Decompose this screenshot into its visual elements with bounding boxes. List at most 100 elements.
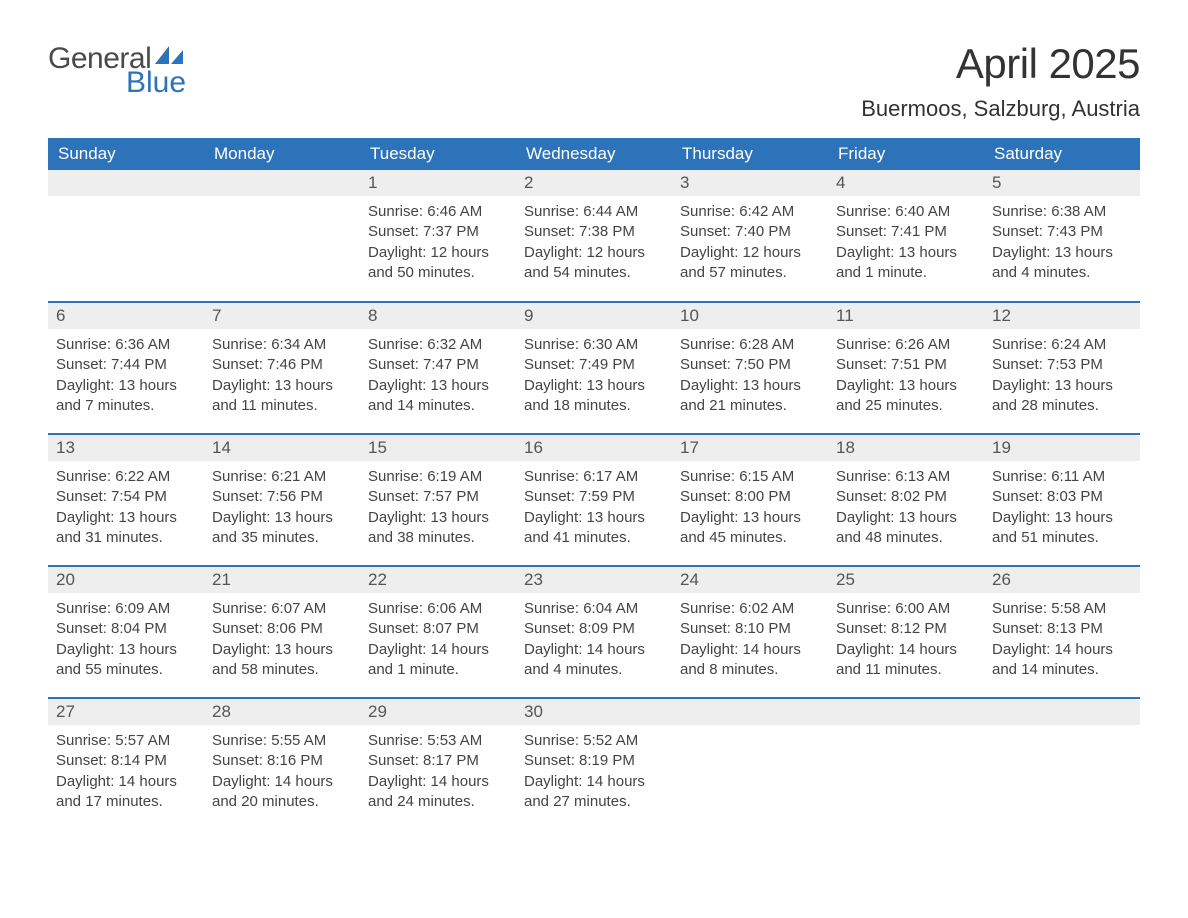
day-data: Sunrise: 6:17 AMSunset: 7:59 PMDaylight:… — [516, 461, 672, 556]
daylight-text: Daylight: 13 hours and 35 minutes. — [212, 508, 352, 549]
day-cell: 16Sunrise: 6:17 AMSunset: 7:59 PMDayligh… — [516, 434, 672, 566]
sunset-text: Sunset: 8:06 PM — [212, 619, 352, 639]
daylight-text: Daylight: 13 hours and 51 minutes. — [992, 508, 1132, 549]
day-data: Sunrise: 6:22 AMSunset: 7:54 PMDaylight:… — [48, 461, 204, 556]
sunrise-text: Sunrise: 5:55 AM — [212, 731, 352, 751]
daylight-text: Daylight: 14 hours and 4 minutes. — [524, 640, 664, 681]
daylight-text: Daylight: 14 hours and 20 minutes. — [212, 772, 352, 813]
daylight-text: Daylight: 13 hours and 18 minutes. — [524, 376, 664, 417]
day-data: Sunrise: 5:55 AMSunset: 8:16 PMDaylight:… — [204, 725, 360, 820]
day-cell: 10Sunrise: 6:28 AMSunset: 7:50 PMDayligh… — [672, 302, 828, 434]
week-row: 6Sunrise: 6:36 AMSunset: 7:44 PMDaylight… — [48, 302, 1140, 434]
day-number: 23 — [516, 567, 672, 593]
day-data: Sunrise: 6:44 AMSunset: 7:38 PMDaylight:… — [516, 196, 672, 291]
daylight-text: Daylight: 12 hours and 57 minutes. — [680, 243, 820, 284]
sunset-text: Sunset: 7:51 PM — [836, 355, 976, 375]
day-data: Sunrise: 6:32 AMSunset: 7:47 PMDaylight:… — [360, 329, 516, 424]
day-cell: 1Sunrise: 6:46 AMSunset: 7:37 PMDaylight… — [360, 170, 516, 302]
day-data: Sunrise: 5:53 AMSunset: 8:17 PMDaylight:… — [360, 725, 516, 820]
sunrise-text: Sunrise: 6:06 AM — [368, 599, 508, 619]
day-number — [672, 699, 828, 725]
sunrise-text: Sunrise: 6:24 AM — [992, 335, 1132, 355]
day-data: Sunrise: 6:30 AMSunset: 7:49 PMDaylight:… — [516, 329, 672, 424]
day-number: 2 — [516, 170, 672, 196]
sunrise-text: Sunrise: 6:38 AM — [992, 202, 1132, 222]
day-number: 19 — [984, 435, 1140, 461]
day-data: Sunrise: 6:42 AMSunset: 7:40 PMDaylight:… — [672, 196, 828, 291]
day-number — [48, 170, 204, 196]
day-number: 25 — [828, 567, 984, 593]
day-header-monday: Monday — [204, 138, 360, 170]
sunset-text: Sunset: 8:04 PM — [56, 619, 196, 639]
calendar-table: Sunday Monday Tuesday Wednesday Thursday… — [48, 138, 1140, 830]
day-data: Sunrise: 6:46 AMSunset: 7:37 PMDaylight:… — [360, 196, 516, 291]
day-number: 12 — [984, 303, 1140, 329]
daylight-text: Daylight: 13 hours and 48 minutes. — [836, 508, 976, 549]
sunset-text: Sunset: 8:19 PM — [524, 751, 664, 771]
day-cell: 25Sunrise: 6:00 AMSunset: 8:12 PMDayligh… — [828, 566, 984, 698]
day-cell — [48, 170, 204, 302]
day-number: 13 — [48, 435, 204, 461]
day-number: 8 — [360, 303, 516, 329]
sunrise-text: Sunrise: 6:40 AM — [836, 202, 976, 222]
sunset-text: Sunset: 7:37 PM — [368, 222, 508, 242]
sunrise-text: Sunrise: 6:26 AM — [836, 335, 976, 355]
day-cell: 15Sunrise: 6:19 AMSunset: 7:57 PMDayligh… — [360, 434, 516, 566]
day-cell: 18Sunrise: 6:13 AMSunset: 8:02 PMDayligh… — [828, 434, 984, 566]
day-data: Sunrise: 6:28 AMSunset: 7:50 PMDaylight:… — [672, 329, 828, 424]
sunrise-text: Sunrise: 6:32 AM — [368, 335, 508, 355]
day-cell: 22Sunrise: 6:06 AMSunset: 8:07 PMDayligh… — [360, 566, 516, 698]
sunrise-text: Sunrise: 5:57 AM — [56, 731, 196, 751]
day-number: 27 — [48, 699, 204, 725]
sunset-text: Sunset: 7:47 PM — [368, 355, 508, 375]
day-data: Sunrise: 6:02 AMSunset: 8:10 PMDaylight:… — [672, 593, 828, 688]
sunset-text: Sunset: 8:03 PM — [992, 487, 1132, 507]
day-number: 4 — [828, 170, 984, 196]
daylight-text: Daylight: 14 hours and 1 minute. — [368, 640, 508, 681]
day-header-wednesday: Wednesday — [516, 138, 672, 170]
sunset-text: Sunset: 7:46 PM — [212, 355, 352, 375]
day-cell: 12Sunrise: 6:24 AMSunset: 7:53 PMDayligh… — [984, 302, 1140, 434]
sunset-text: Sunset: 8:10 PM — [680, 619, 820, 639]
daylight-text: Daylight: 13 hours and 11 minutes. — [212, 376, 352, 417]
sunset-text: Sunset: 8:14 PM — [56, 751, 196, 771]
day-data: Sunrise: 6:15 AMSunset: 8:00 PMDaylight:… — [672, 461, 828, 556]
sunset-text: Sunset: 7:57 PM — [368, 487, 508, 507]
daylight-text: Daylight: 13 hours and 7 minutes. — [56, 376, 196, 417]
day-number: 29 — [360, 699, 516, 725]
sunrise-text: Sunrise: 6:13 AM — [836, 467, 976, 487]
week-row: 13Sunrise: 6:22 AMSunset: 7:54 PMDayligh… — [48, 434, 1140, 566]
sunrise-text: Sunrise: 6:00 AM — [836, 599, 976, 619]
daylight-text: Daylight: 13 hours and 1 minute. — [836, 243, 976, 284]
daylight-text: Daylight: 13 hours and 41 minutes. — [524, 508, 664, 549]
day-number: 24 — [672, 567, 828, 593]
day-data: Sunrise: 6:26 AMSunset: 7:51 PMDaylight:… — [828, 329, 984, 424]
sunrise-text: Sunrise: 6:30 AM — [524, 335, 664, 355]
day-data: Sunrise: 6:36 AMSunset: 7:44 PMDaylight:… — [48, 329, 204, 424]
day-data: Sunrise: 6:40 AMSunset: 7:41 PMDaylight:… — [828, 196, 984, 291]
daylight-text: Daylight: 14 hours and 11 minutes. — [836, 640, 976, 681]
day-number: 7 — [204, 303, 360, 329]
day-data: Sunrise: 5:57 AMSunset: 8:14 PMDaylight:… — [48, 725, 204, 820]
day-number: 9 — [516, 303, 672, 329]
day-number — [984, 699, 1140, 725]
logo: General Blue — [48, 40, 186, 98]
sunrise-text: Sunrise: 5:53 AM — [368, 731, 508, 751]
day-number: 17 — [672, 435, 828, 461]
sunrise-text: Sunrise: 6:36 AM — [56, 335, 196, 355]
day-number — [828, 699, 984, 725]
sunrise-text: Sunrise: 6:04 AM — [524, 599, 664, 619]
day-cell: 8Sunrise: 6:32 AMSunset: 7:47 PMDaylight… — [360, 302, 516, 434]
sunrise-text: Sunrise: 5:52 AM — [524, 731, 664, 751]
sunset-text: Sunset: 7:49 PM — [524, 355, 664, 375]
daylight-text: Daylight: 13 hours and 14 minutes. — [368, 376, 508, 417]
day-cell: 28Sunrise: 5:55 AMSunset: 8:16 PMDayligh… — [204, 698, 360, 830]
daylight-text: Daylight: 13 hours and 45 minutes. — [680, 508, 820, 549]
day-data: Sunrise: 6:06 AMSunset: 8:07 PMDaylight:… — [360, 593, 516, 688]
day-cell — [204, 170, 360, 302]
sunrise-text: Sunrise: 6:46 AM — [368, 202, 508, 222]
week-row: 20Sunrise: 6:09 AMSunset: 8:04 PMDayligh… — [48, 566, 1140, 698]
day-header-sunday: Sunday — [48, 138, 204, 170]
sunset-text: Sunset: 8:13 PM — [992, 619, 1132, 639]
daylight-text: Daylight: 12 hours and 54 minutes. — [524, 243, 664, 284]
